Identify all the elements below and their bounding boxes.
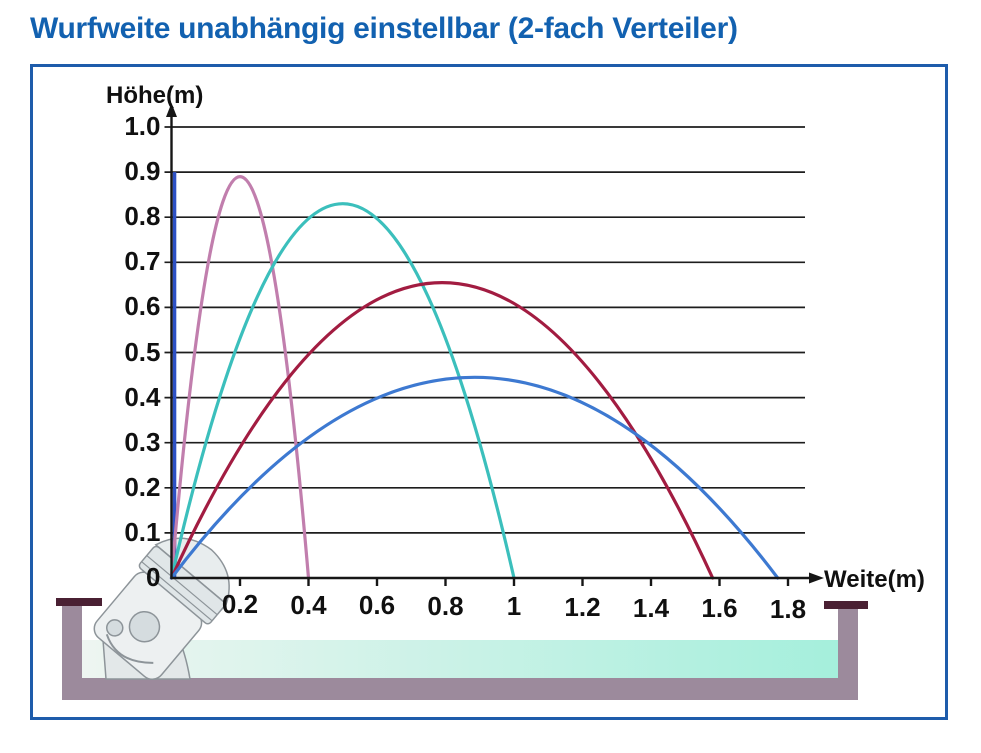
page-title: Wurfweite unabhängig einstellbar (2-fach… [30, 12, 738, 45]
x-tick-label: 0.6 [358, 590, 396, 621]
y-tick-label: 0.5 [124, 336, 161, 367]
x-tick-label: 1.2 [564, 592, 601, 622]
y-tick-label: 0.3 [124, 426, 161, 457]
y-axis-title: Höhe(m) [106, 82, 204, 109]
water-basin [56, 598, 868, 700]
axes [166, 103, 824, 586]
y-tick-label: 1.0 [124, 110, 161, 141]
x-tick-label: 1.4 [632, 592, 670, 623]
x-tick-label: 0.8 [427, 590, 464, 621]
x-tick-label: 0.2 [221, 589, 259, 619]
x-axis-title: Weite(m) [824, 566, 925, 593]
y-tick-label: 0.1 [124, 516, 161, 547]
y-tick-label: 0 [146, 561, 161, 592]
y-tick-label: 0.7 [124, 246, 161, 277]
y-tick-label: 0.9 [124, 155, 161, 186]
y-tick-label: 0.6 [124, 291, 161, 322]
curve-jet-medium [169, 202, 516, 580]
y-tick-label: 0.4 [124, 381, 161, 412]
x-tick-label: 1.6 [701, 593, 738, 624]
x-tick-label: 1.8 [769, 593, 807, 624]
x-tick-label: 1 [506, 591, 522, 622]
x-tick-label: 0.4 [290, 589, 327, 620]
y-tick-label: 0.2 [124, 471, 161, 502]
curve-jet-longest [169, 375, 780, 580]
gridlines [164, 126, 805, 534]
y-tick-label: 0.8 [124, 201, 161, 232]
trajectory-curves [169, 172, 780, 580]
distributor-device [93, 537, 230, 680]
